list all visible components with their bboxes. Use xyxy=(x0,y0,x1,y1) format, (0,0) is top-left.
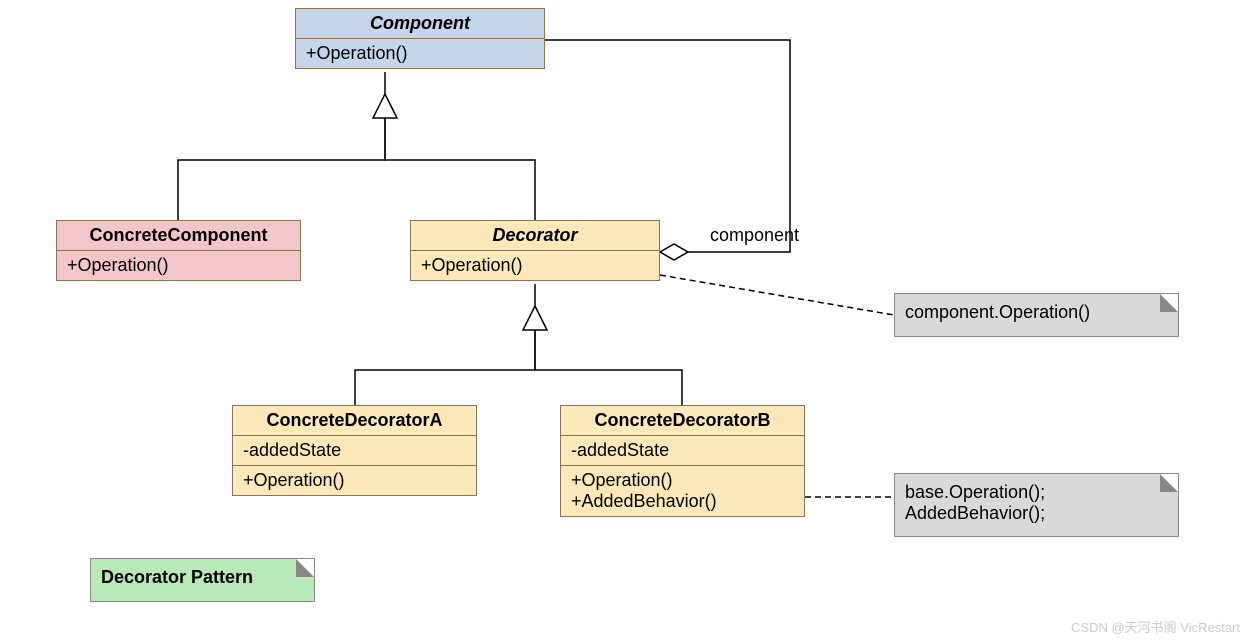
note-text-line1: base.Operation(); xyxy=(905,482,1168,503)
class-name: ConcreteDecoratorB xyxy=(561,406,804,436)
gen-component xyxy=(178,72,535,220)
watermark: CSDN @天河书阁 VicRestart xyxy=(1071,617,1240,636)
class-method: +Operation() xyxy=(411,251,659,280)
class-component: Component +Operation() xyxy=(295,8,545,69)
note-title: Decorator Pattern xyxy=(90,558,315,602)
class-concrete-decorator-b: ConcreteDecoratorB -addedState +Operatio… xyxy=(560,405,805,517)
class-concrete-component: ConcreteComponent +Operation() xyxy=(56,220,301,281)
class-method: +Operation() xyxy=(57,251,300,280)
class-name: ConcreteDecoratorA xyxy=(233,406,476,436)
class-method: +AddedBehavior() xyxy=(571,491,794,512)
note-text: Decorator Pattern xyxy=(101,567,253,587)
class-attr: -addedState xyxy=(561,436,804,466)
class-methods: +Operation() +AddedBehavior() xyxy=(561,466,804,516)
class-concrete-decorator-a: ConcreteDecoratorA -addedState +Operatio… xyxy=(232,405,477,496)
class-name: Decorator xyxy=(411,221,659,251)
class-method: +Operation() xyxy=(296,39,544,68)
class-decorator: Decorator +Operation() xyxy=(410,220,660,281)
note-text-line2: AddedBehavior(); xyxy=(905,503,1168,524)
class-name: Component xyxy=(296,9,544,39)
note-decorator-b: base.Operation(); AddedBehavior(); xyxy=(894,473,1179,537)
class-method: +Operation() xyxy=(233,466,476,495)
note-decorator: component.Operation() xyxy=(894,293,1179,337)
note-text: component.Operation() xyxy=(905,302,1090,322)
gen-decorator xyxy=(355,284,682,405)
aggregation-label: component xyxy=(710,225,799,246)
class-method: +Operation() xyxy=(571,470,794,491)
class-attr: -addedState xyxy=(233,436,476,466)
class-name: ConcreteComponent xyxy=(57,221,300,251)
note-link-decorator xyxy=(660,275,894,315)
